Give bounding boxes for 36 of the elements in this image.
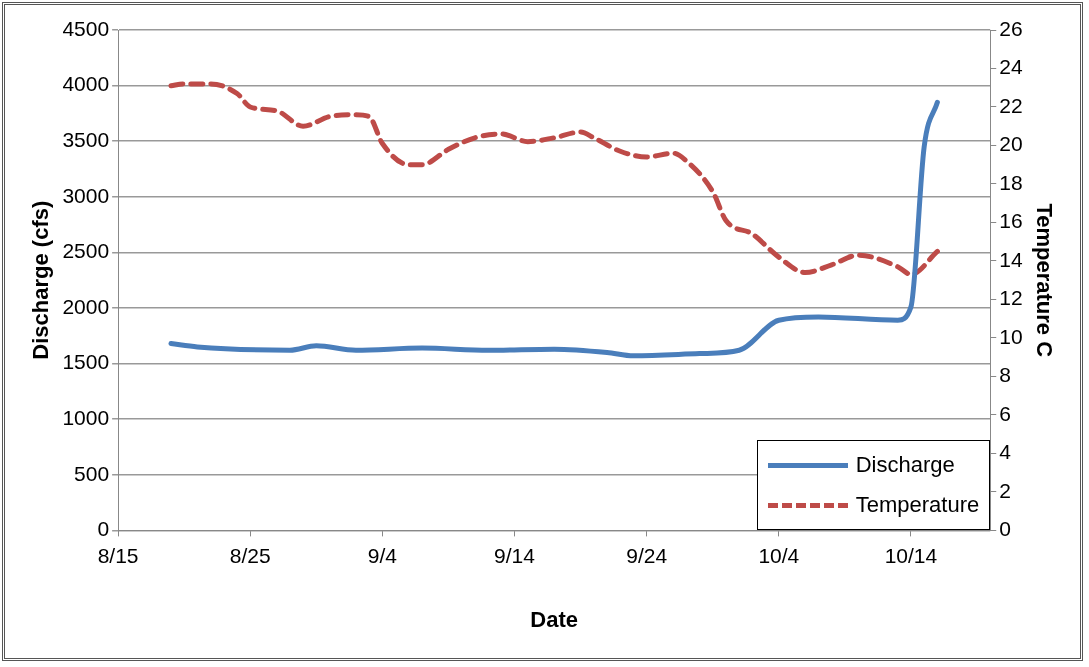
- y-tick-label: 2500: [62, 239, 110, 263]
- x-tick-label: 9/4: [367, 543, 398, 567]
- legend-label: Discharge: [855, 452, 955, 479]
- y2-tick-label: 4: [999, 440, 1012, 464]
- x-axis-title: Date: [530, 606, 579, 632]
- y-tick-label: 0: [97, 517, 110, 541]
- y2-tick-label: 2: [999, 478, 1011, 502]
- y2-tick-label: 26: [999, 16, 1023, 40]
- y2-tick-label: 12: [999, 286, 1023, 310]
- y2-tick-label: 18: [999, 170, 1023, 194]
- y-tick-label: 3500: [62, 128, 110, 151]
- x-tick-label: 9/24: [626, 543, 668, 567]
- y2-tick-label: 0: [999, 517, 1011, 541]
- x-tick-label: 8/25: [229, 543, 271, 567]
- y2-tick-label: 24: [999, 55, 1023, 79]
- x-tick-label: 10/14: [884, 543, 938, 567]
- y-tick-label: 4000: [62, 72, 110, 96]
- y-tick-label: 3000: [62, 183, 110, 207]
- y-tick-label: 4500: [62, 16, 110, 40]
- y2-tick-label: 14: [999, 247, 1023, 271]
- y-tick-label: 1500: [62, 350, 110, 374]
- y-tick-label: 2000: [62, 294, 110, 318]
- legend-label: Temperature: [855, 492, 980, 519]
- y2-tick-label: 22: [999, 93, 1023, 117]
- y2-tick-label: 10: [999, 324, 1023, 348]
- y-axis-title: Discharge (cfs): [28, 200, 54, 360]
- y2-tick-label: 6: [999, 401, 1011, 425]
- y2-tick-label: 20: [999, 132, 1023, 156]
- y-tick-label: 500: [74, 461, 110, 485]
- y2-tick-label: 8: [999, 363, 1011, 387]
- x-tick-label: 8/15: [97, 543, 139, 567]
- y2-axis-title: Temperature C: [1031, 203, 1057, 358]
- y-tick-label: 1000: [62, 406, 110, 429]
- x-tick-label: 9/14: [494, 543, 536, 567]
- y2-tick-label: 16: [999, 209, 1023, 233]
- x-tick-label: 10/4: [758, 543, 800, 567]
